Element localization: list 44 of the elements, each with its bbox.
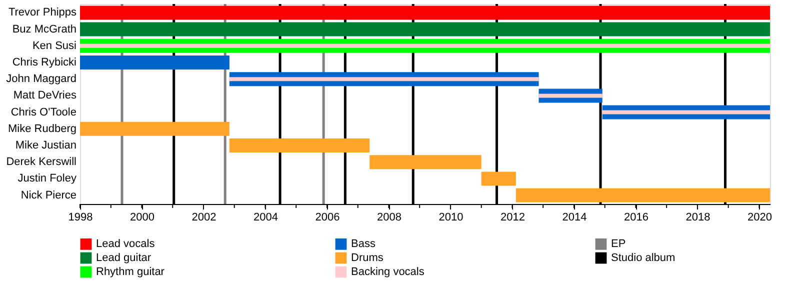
legend-label: Drums <box>351 252 384 264</box>
legend-label: Studio album <box>611 252 676 264</box>
bar <box>602 110 770 114</box>
bar <box>370 155 482 170</box>
x-tick-label: 2008 <box>376 212 402 224</box>
bar <box>481 172 516 186</box>
y-tick-label: Chris Rybicki <box>12 56 76 69</box>
x-tick-label: 2002 <box>192 212 216 224</box>
legend-label: Bass <box>351 238 376 250</box>
y-tick-label: Trevor Phipps <box>8 6 77 19</box>
x-tick-label: 2014 <box>562 212 587 224</box>
x-tick-label: 1998 <box>68 212 93 224</box>
bar <box>80 56 230 70</box>
x-tick-label: 2018 <box>686 212 710 224</box>
x-tick-label: 2000 <box>130 212 154 224</box>
y-tick-label: Mike Justian <box>15 139 76 152</box>
y-tick-label: Derek Kerswill <box>6 156 76 168</box>
y-tick-label: Matt DeVries <box>13 90 77 102</box>
x-tick-label: 2010 <box>438 212 464 224</box>
x-tick-label: 2020 <box>747 212 772 224</box>
y-tick-label: Mike Rudberg <box>8 122 76 135</box>
bar <box>80 6 770 20</box>
y-tick-label: Justin Foley <box>18 172 77 185</box>
bar <box>80 122 230 136</box>
legend-label: Lead vocals <box>96 238 156 250</box>
bar <box>80 44 770 48</box>
bar <box>229 138 370 152</box>
legend-label: Rhythm guitar <box>96 266 165 278</box>
x-tick-label: 2004 <box>253 212 278 224</box>
bar <box>538 94 602 98</box>
legend-label: Lead guitar <box>96 252 152 264</box>
x-tick-label: 2016 <box>624 212 648 224</box>
y-tick-label: Ken Susi <box>32 40 76 52</box>
x-tick-label: 2012 <box>500 212 525 224</box>
legend-label: EP <box>611 238 626 250</box>
y-tick-label: Buz McGrath <box>12 23 76 36</box>
y-tick-label: Chris O'Toole <box>10 106 76 118</box>
bar <box>229 77 539 82</box>
y-tick-label: John Maggard <box>6 73 76 86</box>
bar <box>516 188 770 202</box>
y-tick-label: Nick Pierce <box>20 189 76 202</box>
bar <box>80 22 770 36</box>
x-tick-label: 2006 <box>315 212 340 224</box>
legend-label: Backing vocals <box>351 266 425 278</box>
